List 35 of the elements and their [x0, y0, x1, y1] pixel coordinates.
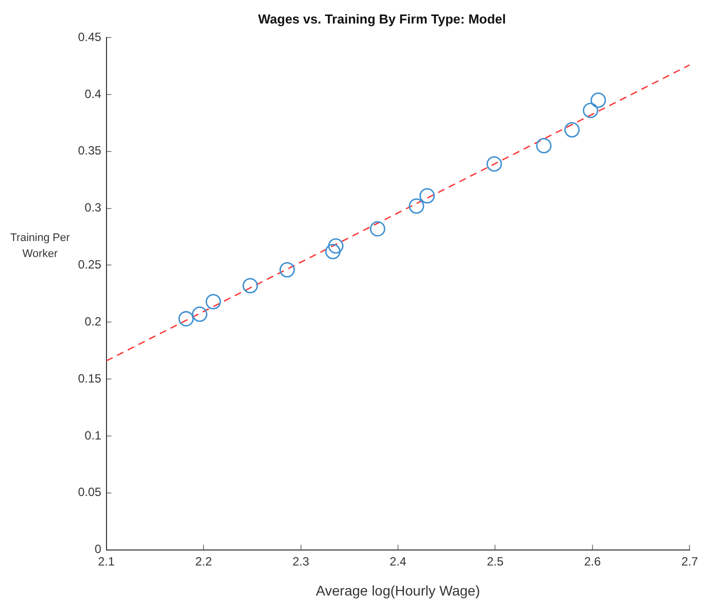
point	[590, 92, 606, 108]
x-tick-label: 2.6	[584, 554, 602, 568]
point	[328, 238, 344, 254]
y-tick-label: 0.2	[84, 314, 102, 328]
point	[192, 306, 208, 322]
point	[486, 156, 502, 172]
point	[206, 294, 221, 310]
y-tick-label: 0.15	[78, 371, 102, 386]
point	[370, 221, 386, 237]
y-tick-label: 0	[94, 542, 102, 556]
y-axis-title: Training Per Worker	[9, 231, 71, 262]
point	[279, 262, 295, 278]
x-axis-title: Average log(Hourly Wage)	[316, 582, 480, 598]
point	[325, 244, 341, 260]
x-tick-label: 2.3	[292, 554, 310, 568]
point	[564, 122, 580, 138]
x-tick-label: 2.4	[390, 554, 407, 568]
x-tick-label: 2.7	[681, 554, 698, 568]
y-tick-label: 0.05	[78, 485, 102, 500]
y-tick-label: 0.45	[78, 30, 102, 44]
y-tick-label: 0.4	[84, 86, 102, 101]
chart-title: Wages vs. Training By Firm Type: Model	[258, 11, 506, 26]
point	[536, 138, 552, 154]
point	[582, 102, 598, 118]
point	[419, 188, 435, 204]
point	[242, 278, 258, 294]
y-tick-label: 0.1	[84, 428, 102, 442]
y-tick-label: 0.35	[78, 144, 102, 158]
x-tick-label: 2.5	[486, 554, 504, 568]
point	[408, 198, 424, 214]
x-tick-label: 2.2	[195, 554, 212, 568]
point	[178, 311, 194, 326]
y-tick-label: 0.25	[78, 258, 102, 272]
y-tick-label: 0.3	[84, 200, 102, 215]
x-tick-label: 2.1	[98, 554, 116, 568]
